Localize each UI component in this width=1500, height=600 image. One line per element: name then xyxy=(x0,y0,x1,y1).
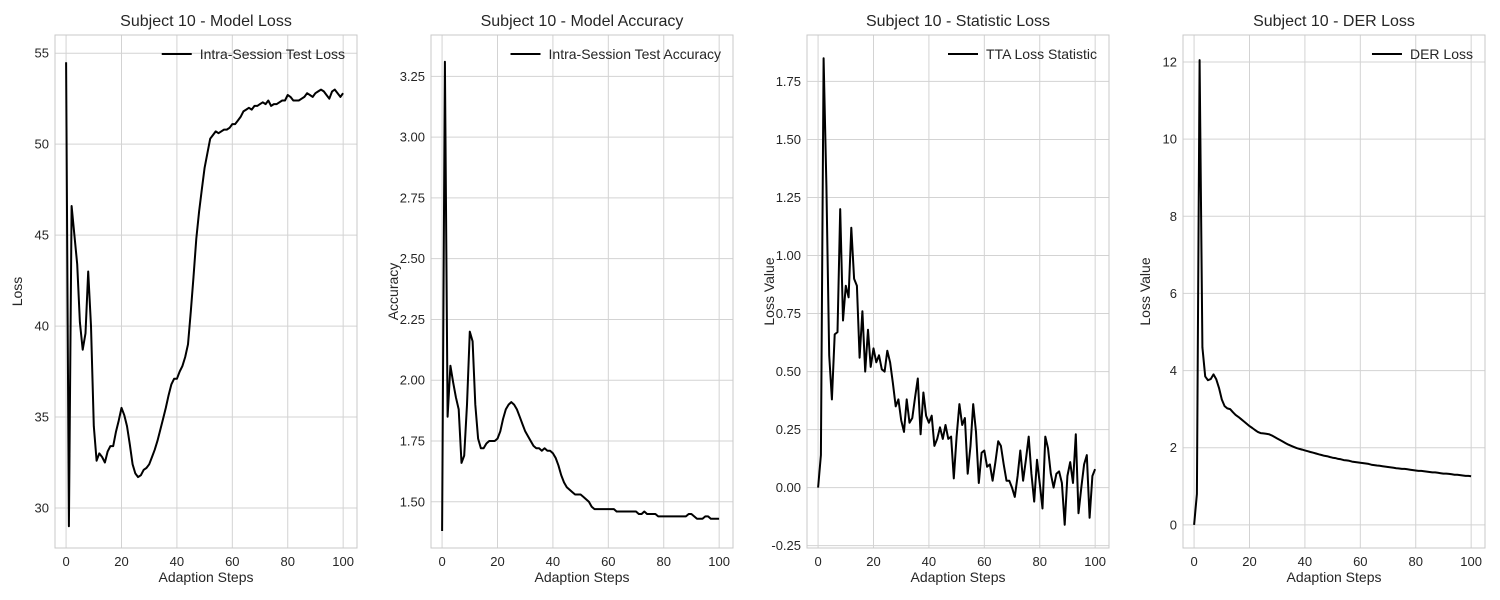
y-tick-label: 8 xyxy=(1170,209,1177,224)
y-tick-label: 12 xyxy=(1163,55,1177,70)
x-tick-label: 20 xyxy=(114,554,128,569)
x-tick-label: 80 xyxy=(656,554,670,569)
legend-label: Intra-Session Test Loss xyxy=(200,46,345,62)
y-tick-label: 1.75 xyxy=(400,434,425,449)
x-tick-label: 40 xyxy=(170,554,184,569)
x-tick-label: 20 xyxy=(490,554,504,569)
x-tick-label: 0 xyxy=(438,554,445,569)
y-tick-label: 0 xyxy=(1170,517,1177,532)
y-axis-label: Loss xyxy=(9,277,25,307)
plot-area-frame xyxy=(1182,34,1486,549)
x-tick-label: 40 xyxy=(546,554,560,569)
x-tick-label: 0 xyxy=(1190,554,1197,569)
x-axis-label: Adaption Steps xyxy=(535,569,630,585)
y-tick-label: 0.25 xyxy=(776,422,801,437)
x-tick-label: 80 xyxy=(280,554,294,569)
x-tick-label: 100 xyxy=(332,554,354,569)
y-tick-label: 1.50 xyxy=(400,494,425,509)
y-tick-label: 4 xyxy=(1170,363,1177,378)
y-tick-label: 2 xyxy=(1170,440,1177,455)
x-tick-label: 60 xyxy=(977,554,991,569)
x-tick-label: 100 xyxy=(708,554,730,569)
plot-area-frame xyxy=(54,34,358,549)
y-tick-label: 30 xyxy=(35,500,49,515)
series-line xyxy=(1193,59,1472,525)
y-tick-label: 40 xyxy=(35,319,49,334)
y-tick-label: 2.00 xyxy=(400,373,425,388)
legend-label: Intra-Session Test Accuracy xyxy=(549,46,721,62)
y-tick-label: 50 xyxy=(35,137,49,152)
x-tick-label: 80 xyxy=(1408,554,1422,569)
x-tick-label: 20 xyxy=(866,554,880,569)
y-tick-label: 10 xyxy=(1163,132,1177,147)
y-tick-label: 0.75 xyxy=(776,306,801,321)
y-tick-label: 3.25 xyxy=(400,69,425,84)
y-tick-label: 35 xyxy=(35,410,49,425)
y-tick-label: -0.25 xyxy=(771,538,801,553)
x-axis-label: Adaption Steps xyxy=(1287,569,1382,585)
y-axis-label: Accuracy xyxy=(385,263,401,321)
y-tick-label: 55 xyxy=(35,46,49,61)
chart-title: Subject 10 - Model Accuracy xyxy=(481,13,684,30)
y-axis-label: Loss Value xyxy=(761,257,777,325)
x-tick-label: 0 xyxy=(62,554,69,569)
y-tick-label: 2.75 xyxy=(400,190,425,205)
y-tick-label: 1.25 xyxy=(776,190,801,205)
y-tick-label: 0.50 xyxy=(776,364,801,379)
chart-title: Subject 10 - DER Loss xyxy=(1253,13,1415,30)
y-tick-label: 6 xyxy=(1170,286,1177,301)
x-tick-label: 60 xyxy=(601,554,615,569)
x-tick-label: 0 xyxy=(814,554,821,569)
y-tick-label: 1.00 xyxy=(776,248,801,263)
plot-area-frame xyxy=(806,34,1110,549)
x-tick-label: 20 xyxy=(1242,554,1256,569)
y-tick-label: 45 xyxy=(35,228,49,243)
x-axis-label: Adaption Steps xyxy=(159,569,254,585)
series-line xyxy=(65,62,344,528)
y-tick-label: 1.50 xyxy=(776,132,801,147)
y-tick-label: 3.00 xyxy=(400,130,425,145)
x-tick-label: 80 xyxy=(1032,554,1046,569)
chart-panel-1: 0 20 40 60 80 100 30 35 40 45 50 55 Subject 10 - Mod… xyxy=(9,13,358,585)
y-tick-label: 2.25 xyxy=(400,312,425,327)
chart-panel-3: 0 20 40 60 80 100 -0.25 0.00 0.25 0.50 0.75 1.00 1.2… xyxy=(761,13,1110,585)
x-tick-label: 60 xyxy=(1353,554,1367,569)
x-axis-label: Adaption Steps xyxy=(911,569,1006,585)
x-tick-label: 100 xyxy=(1460,554,1482,569)
x-tick-label: 40 xyxy=(922,554,936,569)
y-tick-label: 2.50 xyxy=(400,251,425,266)
y-tick-label: 1.75 xyxy=(776,74,801,89)
plot-area-frame xyxy=(430,34,734,549)
legend-label: DER Loss xyxy=(1410,46,1473,62)
y-tick-label: 0.00 xyxy=(776,480,801,495)
x-tick-label: 60 xyxy=(225,554,239,569)
chart-title: Subject 10 - Statistic Loss xyxy=(866,13,1050,30)
chart-title: Subject 10 - Model Loss xyxy=(120,13,292,30)
series-line xyxy=(817,57,1097,526)
chart-panel-4: 0 20 40 60 80 100 0 2 4 6 8 10 12 Subject 10 - DER Lo… xyxy=(1137,13,1486,585)
series-line xyxy=(441,60,720,532)
x-tick-label: 40 xyxy=(1298,554,1312,569)
x-tick-label: 100 xyxy=(1084,554,1106,569)
chart-panel-2: 0 20 40 60 80 100 1.50 1.75 2.00 2.25 2.50 2.75 3.00… xyxy=(385,13,734,585)
legend-label: TTA Loss Statistic xyxy=(986,46,1097,62)
y-axis-label: Loss Value xyxy=(1137,257,1153,325)
